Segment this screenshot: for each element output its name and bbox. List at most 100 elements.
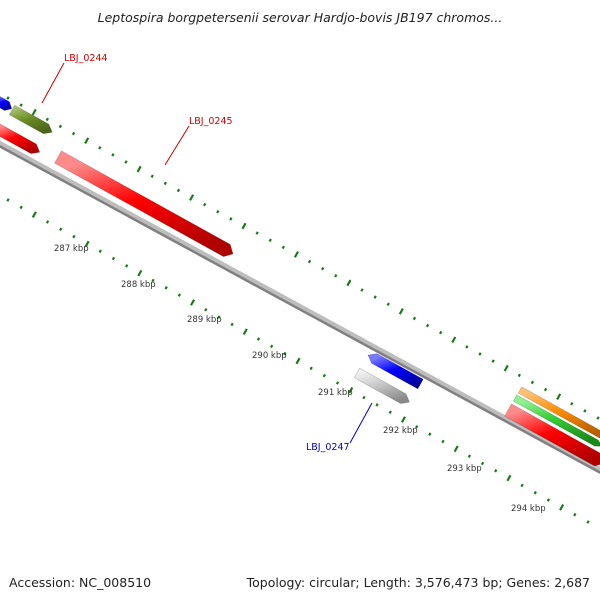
- lower-tick-mark: [414, 425, 419, 429]
- position-label: 290 kbp: [252, 351, 287, 361]
- upper-tick-mark: [45, 117, 49, 122]
- lower-tick-mark: [230, 322, 234, 327]
- upper-tick-mark: [334, 274, 338, 278]
- lower-tick-mark: [467, 454, 472, 458]
- lower-tick-mark: [309, 366, 313, 371]
- upper-tick-mark: [163, 181, 167, 186]
- upper-tick-mark: [478, 352, 482, 356]
- upper-tick-mark: [412, 316, 417, 321]
- upper-tick-mark: [241, 222, 247, 230]
- lower-tick-mark: [98, 249, 102, 253]
- gene-green-right: [512, 394, 600, 447]
- lower-tick-mark: [256, 337, 261, 341]
- lower-tick-mark: [204, 308, 208, 312]
- lower-tick-mark: [494, 469, 498, 473]
- lower-tick-mark: [322, 373, 327, 378]
- lower-tick-mark: [428, 432, 432, 436]
- upper-tick-mark: [543, 387, 548, 392]
- lower-tick-mark: [335, 381, 340, 385]
- map-title: Leptospira borgpetersenii serovar Hardjo…: [97, 10, 503, 25]
- upper-tick-mark: [503, 364, 509, 372]
- gene-label: LBJ_0247: [306, 442, 350, 453]
- lower-tick-mark: [177, 293, 182, 297]
- position-label: 293 kbp: [447, 464, 482, 474]
- lower-tick-mark: [31, 211, 37, 218]
- upper-tick-mark: [556, 393, 562, 400]
- gene-blue-left-edge: [0, 96, 13, 111]
- upper-tick-mark: [583, 409, 587, 413]
- lower-tick-mark: [400, 416, 406, 423]
- gene-red-right: [504, 403, 600, 467]
- upper-tick-mark: [19, 103, 23, 107]
- upper-tick-mark: [124, 160, 128, 164]
- upper-tick-mark: [386, 302, 390, 306]
- position-label: 288 kbp: [121, 280, 156, 290]
- upper-tick-mark: [31, 108, 37, 116]
- upper-tick-mark: [189, 194, 195, 201]
- lower-tick-mark: [6, 198, 10, 202]
- upper-tick-mark: [465, 345, 469, 349]
- lower-tick-mark: [269, 344, 274, 349]
- upper-tick-mark: [530, 380, 535, 385]
- lower-tick-mark: [533, 490, 537, 495]
- upper-tick-mark: [517, 373, 521, 378]
- lower-tick-mark: [520, 483, 524, 488]
- lower-tick-mark: [586, 520, 590, 524]
- upper-tick-mark: [268, 238, 272, 242]
- upper-tick-mark: [6, 96, 10, 100]
- gene-orange-right: [517, 386, 600, 439]
- upper-tick-mark: [71, 131, 76, 136]
- upper-tick-mark: [439, 330, 443, 335]
- upper-tick-mark: [293, 251, 299, 258]
- upper-tick-mark: [596, 416, 600, 420]
- lower-tick-mark: [164, 286, 168, 290]
- lower-tick-mark: [559, 504, 565, 511]
- upper-tick-mark: [176, 188, 181, 193]
- lower-tick-mark: [283, 351, 287, 356]
- upper-tick-mark: [398, 308, 404, 315]
- upper-tick-mark: [451, 336, 457, 344]
- upper-tick-mark: [58, 124, 63, 129]
- upper-tick-mark: [216, 210, 220, 214]
- gene-blue-middle: [367, 353, 424, 390]
- backbone-highlight: [0, 140, 600, 473]
- upper-tick-mark: [425, 323, 430, 328]
- lower-tick-mark: [242, 328, 248, 336]
- gene-label-leader: [164, 125, 190, 166]
- upper-tick-mark: [346, 279, 352, 287]
- lower-tick-mark: [388, 410, 392, 414]
- gene-lbj-0245: [54, 150, 234, 257]
- lower-tick-mark: [217, 315, 221, 319]
- position-label: 287 kbp: [54, 244, 89, 254]
- lower-tick-mark: [573, 512, 577, 517]
- gene-lbj-0247: [353, 367, 410, 404]
- gene-label-leader: [349, 402, 373, 444]
- lower-tick-mark: [480, 461, 485, 466]
- lower-tick-mark: [19, 205, 23, 210]
- lower-tick-mark: [151, 278, 155, 283]
- position-label: 294 kbp: [511, 504, 546, 514]
- upper-tick-mark: [281, 245, 285, 250]
- upper-tick-mark: [136, 165, 142, 173]
- upper-tick-mark: [203, 202, 207, 207]
- gene-lbj-0244: [8, 104, 53, 135]
- lower-tick-mark: [124, 264, 129, 268]
- upper-tick-mark: [111, 153, 115, 157]
- lower-tick-mark: [111, 256, 116, 261]
- lower-tick-mark: [375, 403, 379, 407]
- gene-label: LBJ_0244: [64, 53, 108, 64]
- accession-text: Accession: NC_008510: [9, 575, 152, 590]
- upper-tick-mark: [150, 174, 154, 178]
- gene-label: LBJ_0245: [189, 116, 233, 127]
- upper-tick-mark: [491, 359, 495, 363]
- lower-tick-mark: [59, 227, 63, 232]
- position-label: 292 kbp: [383, 426, 418, 436]
- lower-tick-mark: [441, 439, 445, 444]
- lower-tick-mark: [84, 240, 90, 248]
- upper-tick-mark: [570, 402, 574, 406]
- gene-red-left: [0, 123, 41, 154]
- lower-tick-mark: [546, 498, 551, 502]
- upper-tick-mark: [360, 288, 364, 292]
